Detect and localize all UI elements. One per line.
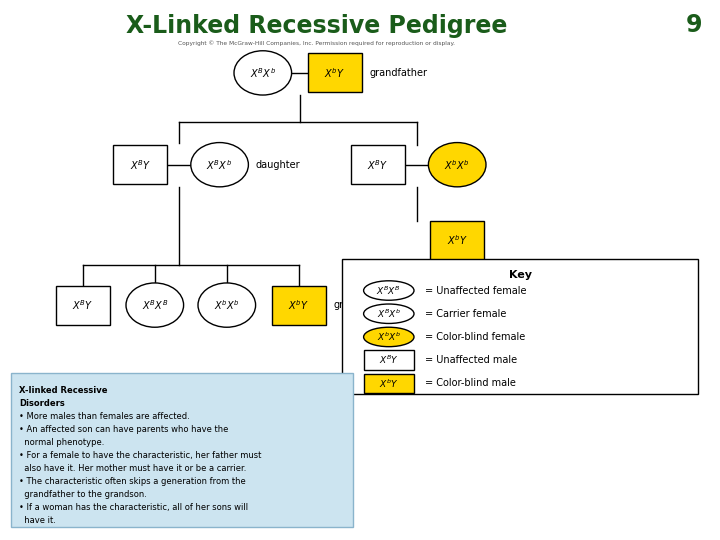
Text: Copyright © The McGraw-Hill Companies, Inc. Permission required for reproduction: Copyright © The McGraw-Hill Companies, I… [179, 40, 455, 46]
Text: $X^BY$: $X^BY$ [367, 158, 389, 172]
FancyBboxPatch shape [56, 286, 110, 325]
Text: also have it. Her mother must have it or be a carrier.: also have it. Her mother must have it or… [19, 464, 247, 473]
Text: $X^BX^B$: $X^BX^B$ [377, 285, 401, 296]
Text: $X^BX^B$: $X^BX^B$ [142, 298, 168, 312]
Text: = Color-blind female: = Color-blind female [425, 332, 525, 342]
Text: $X^BY$: $X^BY$ [130, 158, 151, 172]
Text: Disorders: Disorders [19, 399, 66, 408]
Text: $X^bY$: $X^bY$ [324, 66, 346, 80]
Text: • An affected son can have parents who have the: • An affected son can have parents who h… [19, 425, 229, 434]
Ellipse shape [428, 143, 486, 187]
Text: • If a woman has the characteristic, all of her sons will: • If a woman has the characteristic, all… [19, 503, 248, 512]
Text: grandfather to the grandson.: grandfather to the grandson. [19, 490, 148, 499]
Text: grandfather: grandfather [369, 68, 427, 78]
Text: = Unaffected female: = Unaffected female [425, 286, 526, 295]
FancyBboxPatch shape [114, 145, 167, 184]
Text: • More males than females are affected.: • More males than females are affected. [19, 412, 190, 421]
FancyBboxPatch shape [351, 145, 405, 184]
Text: X-linked Recessive: X-linked Recessive [19, 386, 108, 395]
FancyBboxPatch shape [308, 53, 362, 92]
FancyBboxPatch shape [431, 221, 484, 260]
Text: grandson: grandson [333, 300, 379, 310]
Text: • The characteristic often skips a generation from the: • The characteristic often skips a gener… [19, 477, 246, 486]
Text: $X^BX^b$: $X^BX^b$ [250, 66, 276, 80]
FancyBboxPatch shape [11, 373, 353, 526]
Text: X-Linked Recessive Pedigree: X-Linked Recessive Pedigree [126, 14, 508, 37]
Ellipse shape [191, 143, 248, 187]
Text: $X^BX^b$: $X^BX^b$ [377, 308, 401, 320]
Text: $X^BY$: $X^BY$ [72, 298, 94, 312]
FancyBboxPatch shape [272, 286, 325, 325]
Text: $X^bX^b$: $X^bX^b$ [377, 331, 401, 343]
Text: $X^bX^b$: $X^bX^b$ [214, 298, 240, 312]
Ellipse shape [198, 283, 256, 327]
Text: normal phenotype.: normal phenotype. [19, 438, 105, 447]
FancyBboxPatch shape [364, 350, 414, 370]
Text: 9: 9 [685, 14, 702, 37]
Text: $X^bX^b$: $X^bX^b$ [444, 158, 470, 172]
Text: $X^bY$: $X^bY$ [379, 377, 399, 389]
Text: = Color-blind male: = Color-blind male [425, 379, 516, 388]
Text: = Unaffected male: = Unaffected male [425, 355, 517, 365]
Text: = Carrier female: = Carrier female [425, 309, 506, 319]
Ellipse shape [126, 283, 184, 327]
Ellipse shape [364, 304, 414, 323]
Text: Key: Key [509, 270, 531, 280]
Text: $X^bY$: $X^bY$ [446, 233, 468, 247]
Text: $X^BX^b$: $X^BX^b$ [207, 158, 233, 172]
Text: have it.: have it. [19, 516, 56, 525]
Ellipse shape [234, 51, 292, 95]
Ellipse shape [364, 327, 414, 347]
Text: $X^bY$: $X^bY$ [288, 298, 310, 312]
Text: daughter: daughter [256, 160, 300, 170]
FancyBboxPatch shape [342, 259, 698, 394]
Text: • For a female to have the characteristic, her father must: • For a female to have the characteristi… [19, 451, 262, 460]
Text: $X^BY$: $X^BY$ [379, 354, 399, 366]
FancyBboxPatch shape [364, 374, 414, 393]
Ellipse shape [364, 281, 414, 300]
